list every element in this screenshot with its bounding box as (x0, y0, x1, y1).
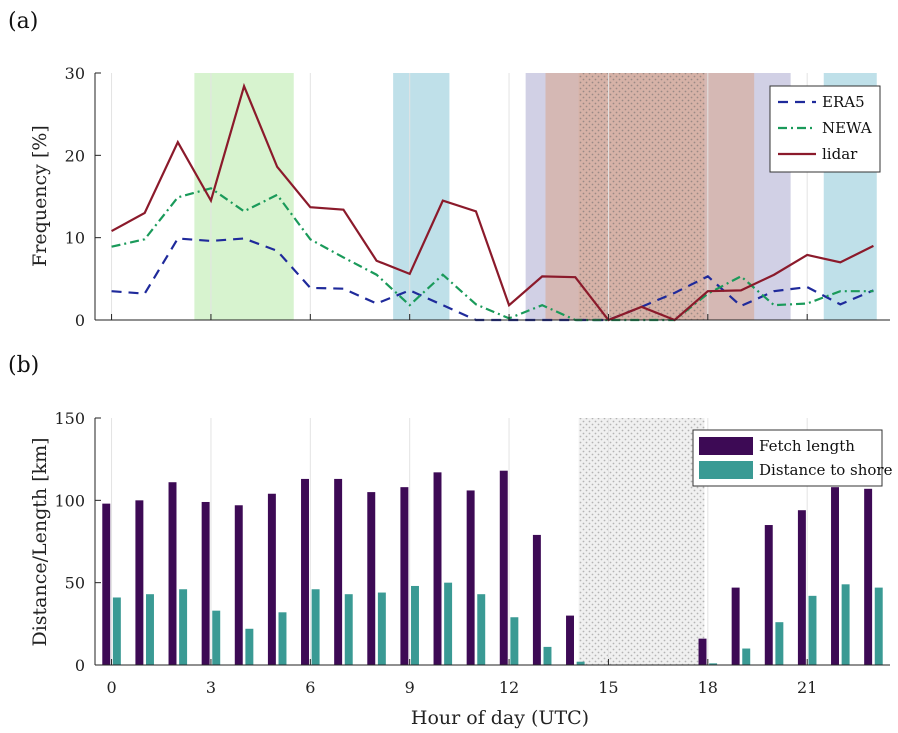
panel-b-ylabel: Distance/Length [km] (29, 437, 51, 646)
panel-b-axes: 0 50 100 150 0 3 6 9 12 15 18 21 (54, 409, 890, 697)
bar-distance-to-shore (311, 589, 320, 665)
bar-fetch-length (731, 587, 740, 665)
y-tick-label: 20 (65, 146, 85, 165)
bar-distance-to-shore (112, 597, 121, 665)
bar-distance-to-shore (444, 582, 453, 665)
bar-fetch-length (201, 501, 210, 665)
bar-fetch-length (135, 500, 144, 665)
y-tick-label: 100 (54, 491, 85, 510)
bar-fetch-length (334, 478, 343, 665)
panel-a-ylabel: Frequency [%] (29, 125, 51, 267)
stippled-band (578, 418, 705, 665)
y-tick-label: 0 (75, 656, 85, 675)
panel-a-shaded-bands (194, 73, 877, 320)
x-tick-label: 6 (305, 678, 315, 697)
y-tick-label: 150 (54, 409, 85, 428)
panel-a-label: (a) (8, 9, 38, 34)
bar-distance-to-shore (477, 594, 486, 665)
legend-label: ERA5 (822, 93, 865, 111)
series-line-lidar (111, 82, 874, 322)
legend-label: Distance to shore (759, 461, 893, 479)
panel-b-xlabel: Hour of day (UTC) (411, 707, 589, 729)
bar-distance-to-shore (543, 646, 552, 665)
bar-distance-to-shore (146, 594, 154, 665)
bar-distance-to-shore (245, 628, 254, 665)
x-tick-label: 9 (405, 678, 415, 697)
y-tick-label: 30 (65, 64, 85, 83)
bar-fetch-length (234, 505, 243, 665)
panel-b: 0 50 100 150 0 3 6 9 12 15 18 21 Distance/Length [k… (29, 409, 893, 729)
panel-b-shaded-bands (578, 418, 705, 665)
panel-b-grid (111, 418, 808, 665)
bar-fetch-length (764, 525, 773, 665)
bar-distance-to-shore (709, 663, 718, 665)
panel-a-grid (111, 73, 808, 320)
bar-fetch-length (499, 470, 508, 665)
bar-distance-to-shore (212, 610, 221, 665)
panel-b-series (102, 470, 883, 665)
bar-fetch-length (797, 510, 806, 665)
panel-b-legend: Fetch length Distance to shore (692, 429, 893, 487)
panel-a: 0 10 20 30 Frequency [%] ERA5 NEWA lidar (29, 64, 890, 330)
bar-distance-to-shore (377, 592, 386, 665)
bar-fetch-length (466, 490, 475, 665)
series-line-newa (111, 187, 874, 322)
y-tick-label: 10 (65, 229, 85, 248)
bar-fetch-length (267, 493, 276, 665)
x-tick-label: 12 (499, 678, 519, 697)
bar-fetch-length (566, 615, 574, 665)
legend-swatch (699, 437, 753, 455)
legend-label: Fetch length (759, 437, 855, 455)
bar-distance-to-shore (411, 585, 419, 665)
panel-a-axes: 0 10 20 30 (65, 64, 890, 330)
legend-swatch (699, 461, 753, 479)
bar-distance-to-shore (576, 661, 585, 665)
bar-fetch-length (864, 488, 873, 665)
x-tick-label: 21 (797, 678, 817, 697)
stippled-band (578, 73, 705, 320)
y-tick-label: 0 (75, 311, 85, 330)
x-tick-label: 15 (598, 678, 618, 697)
bar-fetch-length (831, 487, 839, 665)
legend-label: NEWA (822, 119, 872, 137)
legend-label: lidar (822, 145, 858, 163)
bar-distance-to-shore (510, 617, 519, 665)
bar-fetch-length (102, 503, 111, 665)
bar-distance-to-shore (278, 612, 287, 665)
shaded-band (393, 73, 450, 320)
bar-fetch-length (698, 638, 707, 665)
bar-fetch-length (433, 472, 442, 665)
x-tick-label: 3 (206, 678, 216, 697)
bar-fetch-length (301, 478, 309, 665)
bar-fetch-length (168, 482, 177, 665)
panel-b-label: (b) (8, 353, 39, 378)
bar-distance-to-shore (808, 595, 817, 665)
bar-fetch-length (367, 492, 376, 665)
bar-distance-to-shore (775, 622, 784, 665)
legend-box (769, 85, 881, 173)
bar-distance-to-shore (344, 594, 353, 665)
bar-distance-to-shore (742, 648, 751, 665)
panel-a-legend: ERA5 NEWA lidar (769, 85, 881, 173)
bar-fetch-length (532, 534, 541, 665)
y-tick-label: 50 (65, 574, 85, 593)
x-tick-label: 0 (106, 678, 116, 697)
bar-distance-to-shore (179, 589, 188, 665)
bar-fetch-length (400, 487, 409, 665)
bar-distance-to-shore (841, 584, 850, 665)
x-tick-label: 18 (698, 678, 718, 697)
bar-distance-to-shore (874, 587, 883, 665)
